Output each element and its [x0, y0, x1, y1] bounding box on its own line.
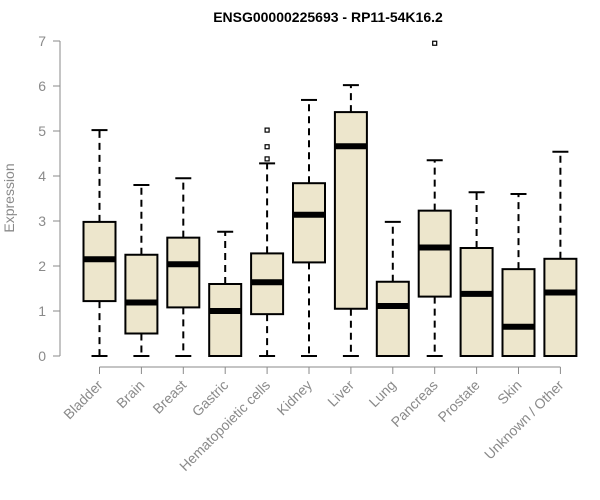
- box-10: [459, 191, 494, 357]
- x-tick-label: Bladder: [60, 377, 106, 423]
- outlier-point: [264, 156, 270, 162]
- box-9: [417, 40, 452, 357]
- y-tick-label: 3: [38, 213, 46, 229]
- box-11: [501, 193, 536, 357]
- x-tick-label: Liver: [324, 377, 357, 410]
- box-body: [459, 247, 494, 357]
- box-body: [166, 236, 201, 309]
- box-body: [208, 283, 243, 357]
- y-tick-label: 1: [38, 303, 46, 319]
- boxes-group: [82, 40, 578, 357]
- box-1: [82, 129, 117, 357]
- outlier-point: [264, 127, 270, 133]
- x-tick-label: Lung: [366, 377, 399, 410]
- box-8: [375, 220, 410, 357]
- box-body: [292, 182, 326, 264]
- x-tick-label: Prostate: [435, 377, 483, 425]
- x-tick-label: Skin: [494, 377, 525, 408]
- y-axis: 0 1 2 3 4 5 6 7: [38, 33, 61, 364]
- outlier-point: [264, 144, 270, 150]
- y-tick-label: 5: [38, 123, 46, 139]
- y-tick-label: 6: [38, 78, 46, 94]
- outlier-point: [432, 40, 438, 46]
- x-tick-label: Breast: [149, 377, 189, 417]
- y-tick-label: 0: [38, 348, 46, 364]
- box-body: [375, 280, 410, 357]
- y-tick-label: 2: [38, 258, 46, 274]
- box-5: [250, 127, 285, 357]
- box-body: [417, 209, 452, 298]
- box-6: [292, 98, 326, 357]
- box-7: [333, 84, 368, 357]
- y-tick-label: 4: [38, 168, 46, 184]
- box-4: [208, 230, 243, 357]
- y-tick-label: 7: [38, 33, 46, 49]
- box-body: [543, 257, 578, 357]
- box-3: [166, 177, 201, 357]
- x-tick-label: Unknown / Other: [481, 377, 567, 463]
- x-tick-label: Kidney: [274, 377, 316, 419]
- chart-title: ENSG00000225693 - RP11-54K16.2: [213, 9, 443, 25]
- x-tick-label: Pancreas: [388, 377, 441, 430]
- y-axis-label: Expression: [1, 163, 17, 232]
- x-tick-label: Brain: [113, 377, 147, 411]
- box-12: [543, 150, 578, 357]
- box-body: [124, 253, 159, 335]
- box-2: [124, 184, 159, 357]
- box-body: [333, 111, 368, 310]
- box-body: [501, 268, 536, 357]
